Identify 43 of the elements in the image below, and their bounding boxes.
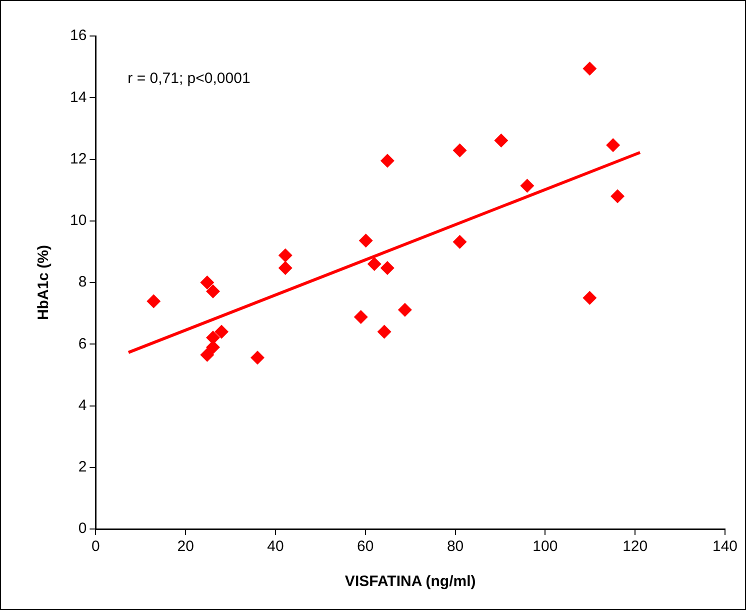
x-tick-label: 0 bbox=[92, 538, 100, 556]
point bbox=[146, 294, 161, 308]
point bbox=[206, 284, 220, 298]
x-tick-label: 140 bbox=[712, 538, 738, 556]
x-tick-label: 120 bbox=[622, 538, 648, 556]
x-tick-label: 100 bbox=[532, 538, 558, 556]
x-axis-title: VISFATINA (ng/ml) bbox=[344, 573, 476, 590]
point bbox=[452, 143, 467, 158]
y-tick-label: 0 bbox=[78, 520, 87, 538]
y-tick-label: 2 bbox=[78, 458, 87, 476]
point bbox=[358, 234, 373, 248]
point bbox=[214, 324, 229, 339]
point bbox=[582, 290, 597, 305]
y-tick-label: 12 bbox=[70, 150, 87, 168]
point bbox=[494, 133, 508, 148]
point bbox=[278, 261, 292, 276]
y-axis-title: HbA1c (%) bbox=[35, 244, 52, 320]
point bbox=[606, 138, 620, 152]
y-tick-label: 6 bbox=[78, 335, 87, 352]
point bbox=[610, 189, 625, 204]
point bbox=[520, 178, 534, 193]
point bbox=[380, 154, 394, 168]
point bbox=[367, 257, 382, 272]
x-tick-label: 20 bbox=[177, 538, 194, 556]
x-tick-label: 60 bbox=[357, 538, 374, 556]
point bbox=[278, 248, 292, 262]
point bbox=[200, 276, 214, 290]
point bbox=[250, 350, 265, 365]
point bbox=[200, 348, 214, 362]
y-tick-label: 8 bbox=[78, 274, 87, 291]
point bbox=[452, 234, 467, 249]
y-tick-label: 14 bbox=[70, 88, 87, 106]
y-tick-label: 10 bbox=[70, 212, 87, 230]
y-tick-label: 4 bbox=[78, 396, 87, 414]
point bbox=[377, 324, 392, 339]
x-tick-label: 80 bbox=[446, 538, 464, 556]
point bbox=[582, 62, 597, 76]
x-tick-label: 40 bbox=[267, 538, 284, 556]
point bbox=[354, 310, 368, 324]
y-tick-label: 16 bbox=[70, 27, 87, 44]
point bbox=[398, 302, 412, 317]
point bbox=[380, 261, 394, 276]
annotation: r = 0,71; p<0,0001 bbox=[128, 70, 250, 88]
